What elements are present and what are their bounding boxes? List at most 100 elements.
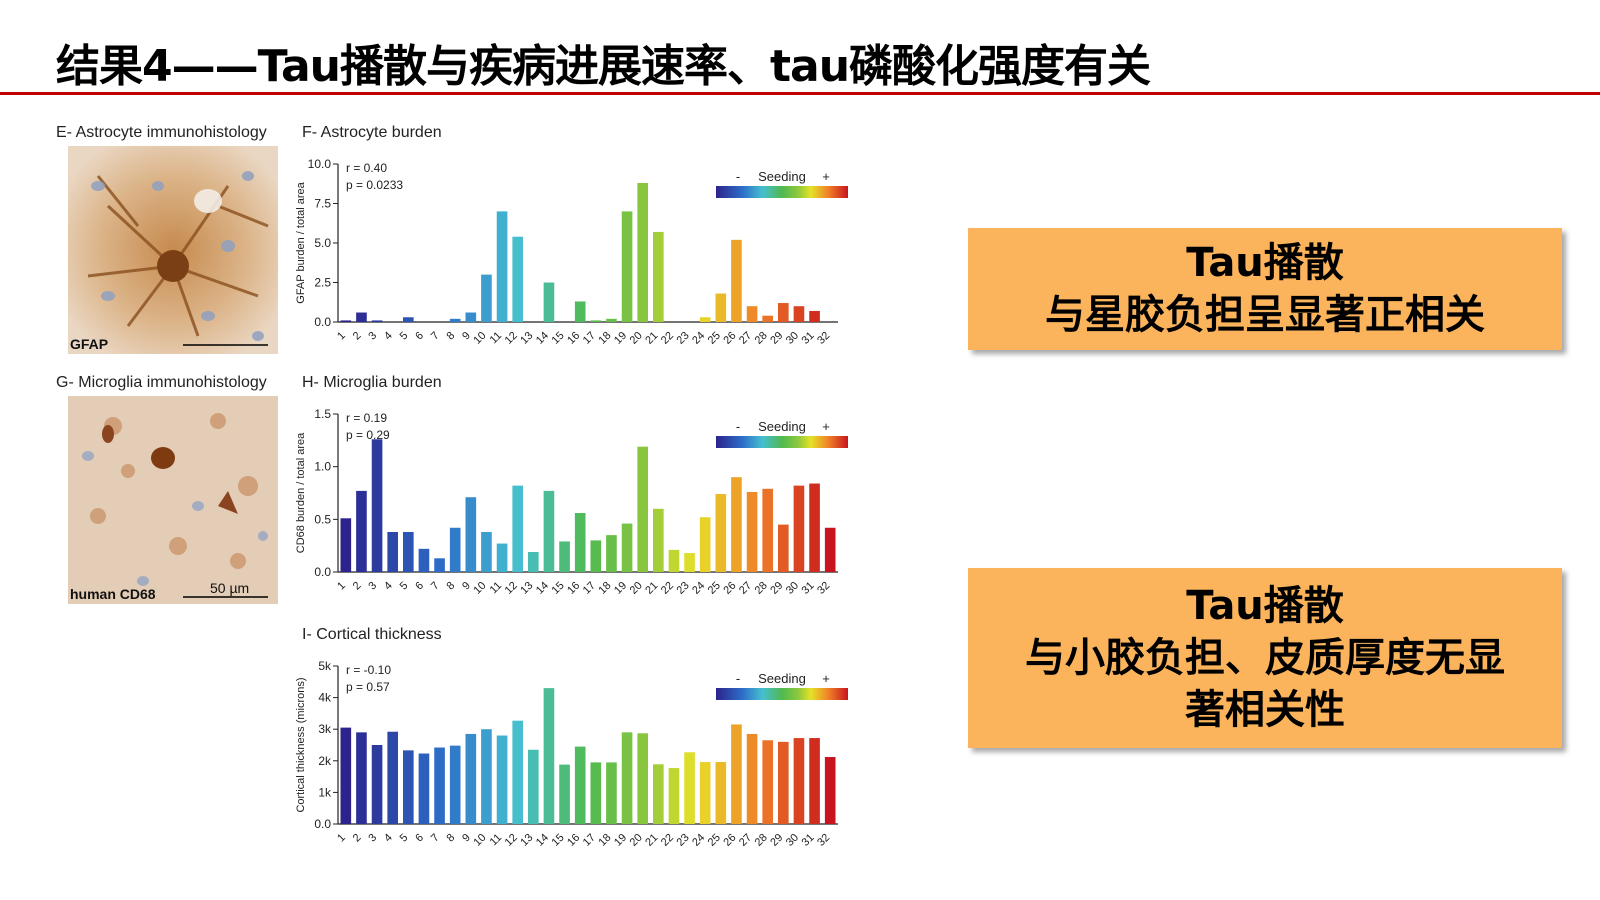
bar bbox=[778, 741, 789, 824]
bar bbox=[590, 540, 602, 572]
y-tick-label: 0.0 bbox=[314, 817, 331, 831]
bar bbox=[590, 320, 602, 322]
bar bbox=[653, 231, 664, 322]
microglia-micrograph: human CD68 50 µm bbox=[68, 396, 278, 604]
x-tick-label: 5 bbox=[398, 832, 411, 845]
slide-title: 结果4——Tau播散与疾病进展速率、tau磷酸化强度有关 bbox=[56, 41, 1151, 92]
stat-annotation: r = -0.10 bbox=[346, 663, 391, 677]
panel-e-label: E- Astrocyte immunohistology bbox=[56, 124, 267, 142]
bar bbox=[793, 485, 805, 572]
panel-e-text: Astrocyte immunohistology bbox=[75, 124, 267, 141]
bar bbox=[637, 733, 649, 824]
x-tick-label: 32 bbox=[815, 330, 832, 347]
y-axis-label: GFAP burden / total area bbox=[295, 181, 307, 303]
bar bbox=[762, 740, 774, 824]
x-tick-label: 5 bbox=[398, 580, 411, 593]
x-tick-label: 8 bbox=[444, 330, 457, 343]
x-tick-label: 7 bbox=[429, 832, 442, 845]
y-tick-label: 3k bbox=[318, 722, 332, 736]
callout-1-line-1: Tau播散 bbox=[1186, 240, 1344, 286]
y-axis-label: Cortical thickness (microns) bbox=[295, 677, 307, 812]
bar bbox=[653, 764, 664, 824]
stat-annotation: p = 0.0233 bbox=[346, 178, 403, 192]
seeding-title: Seeding bbox=[758, 169, 806, 184]
bar bbox=[340, 518, 352, 572]
bar bbox=[637, 182, 649, 322]
bar bbox=[746, 491, 758, 572]
bar bbox=[684, 553, 695, 572]
x-tick-label: 4 bbox=[382, 330, 395, 343]
panel-i-label: I- Cortical thickness bbox=[302, 626, 442, 644]
bar bbox=[496, 543, 508, 572]
bar bbox=[653, 508, 664, 572]
stat-annotation: r = 0.19 bbox=[346, 411, 387, 425]
bar bbox=[543, 490, 555, 572]
panel-e-letter: E- bbox=[56, 124, 72, 141]
y-tick-label: 10.0 bbox=[308, 157, 332, 171]
bar bbox=[403, 317, 414, 322]
x-tick-label: 3 bbox=[366, 832, 379, 845]
x-tick-label: 1 bbox=[335, 580, 348, 593]
bar bbox=[403, 750, 414, 824]
bar bbox=[418, 753, 430, 824]
bar bbox=[481, 531, 492, 572]
x-tick-label: 1 bbox=[335, 832, 348, 845]
x-tick-label: 2 bbox=[351, 580, 364, 593]
y-tick-label: 5k bbox=[318, 659, 332, 673]
seeding-plus-label: + bbox=[822, 671, 830, 686]
stat-annotation: p = 0.29 bbox=[346, 428, 390, 442]
seeding-minus-label: - bbox=[736, 419, 740, 434]
y-tick-label: 1.5 bbox=[314, 407, 331, 421]
callout-2-line-3: 著相关性 bbox=[1185, 687, 1345, 733]
bar bbox=[699, 762, 711, 824]
stat-annotation: p = 0.57 bbox=[346, 680, 390, 694]
bar bbox=[809, 483, 820, 572]
y-tick-label: 0.0 bbox=[314, 565, 331, 579]
seeding-plus-label: + bbox=[822, 169, 830, 184]
bar bbox=[449, 527, 461, 572]
callout-2-line-2: 与小胶负担、皮质厚度无显 bbox=[1025, 635, 1505, 681]
x-tick-label: 6 bbox=[413, 580, 426, 593]
cortical-thickness-chart: Cortical thickness (microns) 0.0 1k 2k 3k 4k 5… bbox=[290, 652, 870, 877]
bar bbox=[496, 735, 508, 824]
bar bbox=[574, 746, 586, 824]
x-tick-label: 32 bbox=[815, 832, 832, 849]
bar bbox=[731, 239, 742, 322]
x-tick-label: 8 bbox=[444, 832, 457, 845]
bar bbox=[543, 282, 555, 322]
bar bbox=[762, 488, 774, 572]
callout-1-line-2: 与星胶负担呈显著正相关 bbox=[1045, 292, 1485, 338]
bar bbox=[793, 738, 805, 824]
bar bbox=[356, 490, 367, 572]
bar bbox=[684, 752, 695, 824]
panel-g-letter: G- bbox=[56, 374, 74, 391]
seeding-color-bar bbox=[716, 186, 848, 198]
x-tick-label: 6 bbox=[413, 832, 426, 845]
x-tick-label: 7 bbox=[429, 330, 442, 343]
panel-i-letter: I- bbox=[302, 626, 312, 643]
cd68-stain-label: human CD68 bbox=[70, 586, 156, 602]
bar bbox=[465, 497, 477, 572]
bar bbox=[543, 688, 555, 824]
callout-2-line-1: Tau播散 bbox=[1186, 583, 1344, 629]
bar bbox=[574, 513, 586, 572]
seeding-color-bar bbox=[716, 688, 848, 700]
bar bbox=[371, 439, 383, 572]
bar bbox=[449, 745, 461, 824]
stat-annotation: r = 0.40 bbox=[346, 161, 387, 175]
seeding-color-bar bbox=[716, 436, 848, 448]
x-tick-label: 4 bbox=[382, 580, 395, 593]
bar bbox=[668, 549, 680, 572]
x-tick-label: 1 bbox=[335, 330, 348, 343]
bar bbox=[762, 315, 774, 322]
bar bbox=[606, 762, 617, 824]
bar bbox=[481, 274, 492, 322]
y-axis-label: CD68 burden / total area bbox=[295, 432, 307, 553]
y-tick-label: 0.5 bbox=[314, 512, 331, 526]
bar bbox=[778, 303, 789, 322]
bar bbox=[574, 301, 586, 322]
bar bbox=[809, 738, 820, 824]
seeding-title: Seeding bbox=[758, 419, 806, 434]
bar bbox=[512, 485, 524, 572]
x-tick-label: 10 bbox=[471, 330, 488, 347]
